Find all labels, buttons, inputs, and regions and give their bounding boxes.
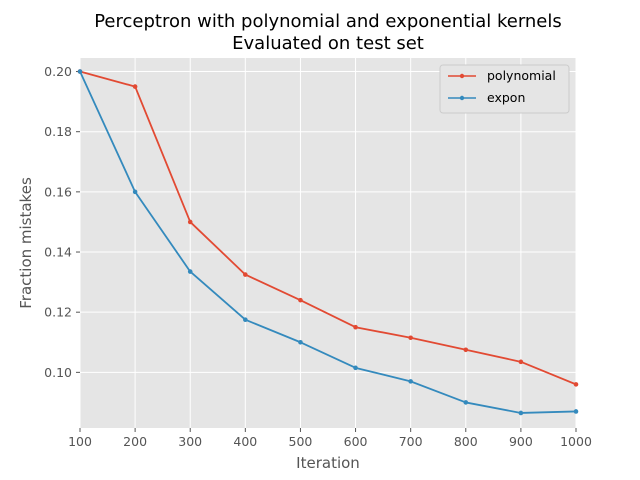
data-point-expon [132,189,138,195]
data-point-polynomial [243,272,248,277]
data-point-polynomial [573,382,579,387]
data-point-polynomial [408,335,413,341]
x-tick-label: 200 [123,434,147,449]
y-tick-label: 0.10 [44,365,72,380]
y-tick-label: 0.20 [44,64,72,79]
data-point-polynomial [298,297,303,303]
legend-marker-polynomial [459,73,465,79]
x-tick-label: 300 [178,434,202,449]
data-point-polynomial [463,347,469,353]
series-line-expon [79,71,577,414]
chart-title-line-1: Perceptron with polynomial and exponenti… [94,11,562,32]
data-point-expon [463,400,469,405]
x-tick-label: 1000 [560,434,592,449]
x-tick-label: 600 [344,434,368,449]
plot-area [80,58,576,428]
x-tick-label: 900 [509,434,533,449]
y-tick-label: 0.18 [44,124,72,139]
data-point-expon [77,69,83,74]
legend: polynomial expon [439,64,570,114]
legend-box [439,64,570,114]
legend-marker-expon [459,95,465,101]
y-axis-label: Fraction mistakes [17,177,35,309]
data-point-polynomial [187,219,193,225]
data-point-expon [573,409,579,414]
data-point-expon [187,269,193,274]
x-axis-label: Iteration [296,454,360,472]
data-point-expon [408,379,413,384]
legend-label-expon: expon [487,90,525,105]
x-tick-label: 700 [399,434,423,449]
data-point-expon [518,410,524,416]
y-tick-label: 0.16 [44,184,72,199]
y-tick-label: 0.14 [44,245,72,260]
series-layer [77,69,579,416]
data-point-polynomial [132,84,138,89]
y-tick-label: 0.12 [44,305,72,320]
x-tick-label: 400 [233,434,257,449]
data-point-expon [243,317,248,323]
x-tick-label: 100 [68,434,92,449]
grid [79,58,577,428]
data-point-polynomial [353,324,358,330]
legend-label-polynomial: polynomial [487,68,556,83]
x-tick-label: 800 [454,434,478,449]
axis-ticks: 100 200 300 400 500 600 700 800 900 1000 0.10 0.12 0… [44,64,592,449]
x-tick-label: 500 [289,434,313,449]
data-point-expon [353,365,358,371]
data-point-polynomial [518,359,524,365]
series-line-polynomial [79,70,577,386]
data-point-expon [298,339,303,345]
chart-title-line-2: Evaluated on test set [232,33,424,54]
